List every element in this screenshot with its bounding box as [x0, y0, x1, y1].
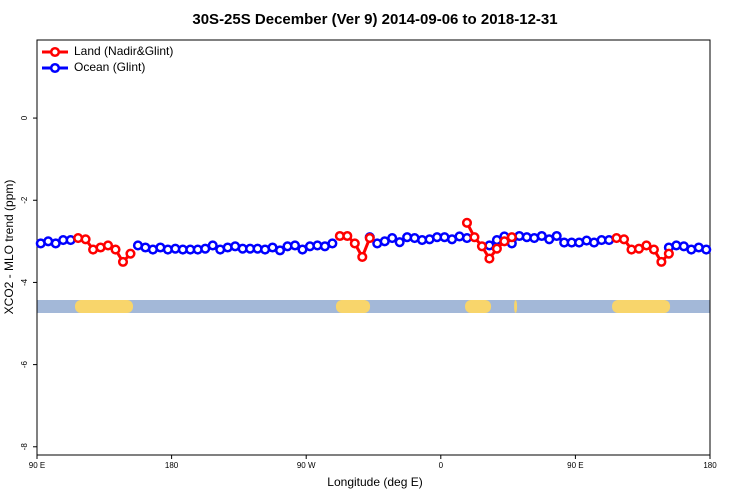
- land-segment: [335, 300, 371, 313]
- series-point: [499, 236, 510, 247]
- series-point: [80, 234, 91, 245]
- series-point: [110, 244, 121, 255]
- series-point: [491, 243, 502, 254]
- series-point: [461, 217, 473, 228]
- series-point: [656, 256, 667, 267]
- y-tick-label: -2: [20, 196, 29, 204]
- x-tick-label: 90 E: [29, 461, 45, 470]
- series-point: [274, 245, 286, 256]
- series-point: [289, 240, 301, 251]
- series-point: [364, 232, 375, 244]
- series-point: [641, 240, 652, 251]
- legend-marker: [49, 46, 61, 58]
- series-point: [618, 234, 630, 245]
- land-segment: [612, 300, 671, 313]
- series-point: [394, 237, 405, 248]
- series-point: [476, 241, 487, 252]
- series-point: [357, 251, 368, 263]
- land-segment: [514, 300, 518, 313]
- x-tick-label: 90 W: [297, 461, 316, 470]
- chart-title: 30S-25S December (Ver 9) 2014-09-06 to 2…: [192, 11, 557, 28]
- series-point: [484, 253, 495, 264]
- series-point: [117, 256, 129, 267]
- legend-label: Land (Nadir&Glint): [74, 44, 173, 58]
- legend-marker: [49, 62, 61, 74]
- land-segment: [74, 300, 134, 313]
- series-point: [551, 230, 562, 242]
- y-tick-label: 0: [20, 115, 29, 120]
- x-axis-label: Longitude (deg E): [327, 475, 422, 489]
- y-tick-label: -4: [20, 278, 29, 286]
- x-tick-label: 0: [439, 461, 444, 470]
- series-point: [469, 232, 480, 243]
- y-tick-label: -6: [20, 361, 29, 369]
- x-tick-label: 180: [165, 461, 179, 470]
- series-point: [349, 238, 360, 249]
- series-point: [102, 240, 114, 251]
- y-axis-label: XCO2 - MLO trend (ppm): [2, 180, 16, 315]
- land-segment: [465, 300, 492, 313]
- series-point: [125, 248, 136, 259]
- series-point: [648, 244, 659, 255]
- series-point: [701, 244, 712, 255]
- series-point: [342, 230, 353, 242]
- x-tick-label: 180: [703, 461, 717, 470]
- series-point: [207, 240, 218, 251]
- ocean-band: [37, 300, 710, 313]
- series-point: [327, 238, 338, 249]
- series-point: [387, 232, 398, 244]
- series-point: [663, 248, 674, 259]
- x-tick-label: 90 E: [567, 461, 583, 470]
- series-point: [506, 232, 517, 243]
- y-tick-label: -8: [20, 443, 29, 451]
- legend-label: Ocean (Glint): [74, 60, 145, 74]
